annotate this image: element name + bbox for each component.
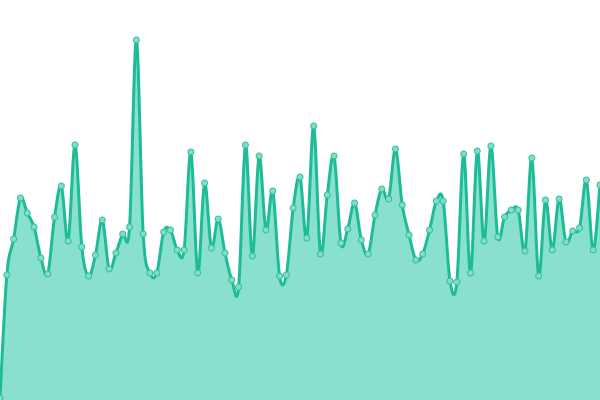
data-point-21 xyxy=(139,230,147,238)
data-point-59 xyxy=(398,201,406,209)
data-point-11 xyxy=(71,141,79,149)
data-point-18 xyxy=(119,230,127,238)
data-point-67 xyxy=(453,278,461,286)
data-point-1 xyxy=(3,271,11,279)
data-point-60 xyxy=(405,231,413,239)
data-point-88 xyxy=(596,181,600,189)
data-point-85 xyxy=(576,224,584,232)
data-point-64 xyxy=(432,197,440,205)
data-point-56 xyxy=(378,185,386,193)
data-point-10 xyxy=(64,237,72,245)
data-point-81 xyxy=(548,246,556,254)
data-point-2 xyxy=(10,235,18,243)
data-point-57 xyxy=(385,195,393,203)
data-point-80 xyxy=(541,196,549,204)
data-point-45 xyxy=(303,234,311,242)
data-point-74 xyxy=(501,213,509,221)
data-point-0 xyxy=(0,394,4,400)
data-point-19 xyxy=(126,223,134,231)
data-point-25 xyxy=(166,226,174,234)
data-point-62 xyxy=(419,250,427,258)
data-point-27 xyxy=(180,246,188,254)
data-point-39 xyxy=(262,226,270,234)
data-point-44 xyxy=(296,173,304,181)
data-point-55 xyxy=(371,211,379,219)
data-point-7 xyxy=(44,270,52,278)
data-point-51 xyxy=(344,225,352,233)
data-point-58 xyxy=(391,145,399,153)
data-point-36 xyxy=(241,141,249,149)
data-point-82 xyxy=(555,195,563,203)
data-point-4 xyxy=(23,209,31,217)
data-point-68 xyxy=(460,150,468,158)
data-point-72 xyxy=(487,142,495,150)
data-point-35 xyxy=(235,283,243,291)
data-point-23 xyxy=(153,269,161,277)
data-point-50 xyxy=(337,239,345,247)
data-point-71 xyxy=(480,237,488,245)
data-point-86 xyxy=(582,176,590,184)
data-point-9 xyxy=(57,182,65,190)
data-point-37 xyxy=(248,252,256,260)
data-point-31 xyxy=(207,244,215,252)
data-point-16 xyxy=(105,265,113,273)
data-point-61 xyxy=(412,256,420,264)
data-point-30 xyxy=(201,179,209,187)
data-point-28 xyxy=(187,148,195,156)
data-point-5 xyxy=(30,223,38,231)
data-point-6 xyxy=(37,254,45,262)
data-point-24 xyxy=(160,228,168,236)
data-point-87 xyxy=(589,246,597,254)
data-points xyxy=(0,36,600,400)
data-point-22 xyxy=(146,269,154,277)
data-point-77 xyxy=(521,247,529,255)
data-point-33 xyxy=(221,249,229,257)
data-point-52 xyxy=(351,199,359,207)
data-point-40 xyxy=(269,187,277,195)
data-point-14 xyxy=(91,251,99,259)
data-point-15 xyxy=(98,216,106,224)
data-point-69 xyxy=(466,269,474,277)
data-point-84 xyxy=(569,227,577,235)
data-point-76 xyxy=(514,206,522,214)
data-point-12 xyxy=(78,243,86,251)
data-point-63 xyxy=(426,226,434,234)
data-point-8 xyxy=(51,213,59,221)
data-point-26 xyxy=(173,246,181,254)
data-point-83 xyxy=(562,238,570,246)
data-point-38 xyxy=(255,152,263,160)
data-point-73 xyxy=(494,233,502,241)
data-point-78 xyxy=(528,154,536,162)
data-point-20 xyxy=(132,36,140,44)
data-point-75 xyxy=(507,206,515,214)
data-point-32 xyxy=(214,215,222,223)
data-point-79 xyxy=(535,272,543,280)
data-point-65 xyxy=(439,197,447,205)
data-point-42 xyxy=(282,271,290,279)
data-point-53 xyxy=(357,236,365,244)
data-point-41 xyxy=(276,272,284,280)
data-point-49 xyxy=(330,152,338,160)
data-point-46 xyxy=(310,122,318,130)
data-point-17 xyxy=(112,249,120,257)
data-point-29 xyxy=(194,269,202,277)
data-point-54 xyxy=(364,250,372,258)
data-point-43 xyxy=(289,204,297,212)
data-point-47 xyxy=(316,250,324,258)
data-point-3 xyxy=(16,194,24,202)
data-point-34 xyxy=(228,276,236,284)
data-point-66 xyxy=(446,277,454,285)
data-point-48 xyxy=(323,191,331,199)
series-line xyxy=(0,38,600,399)
area-fill xyxy=(0,39,600,400)
data-point-70 xyxy=(473,147,481,155)
data-point-13 xyxy=(85,272,93,280)
